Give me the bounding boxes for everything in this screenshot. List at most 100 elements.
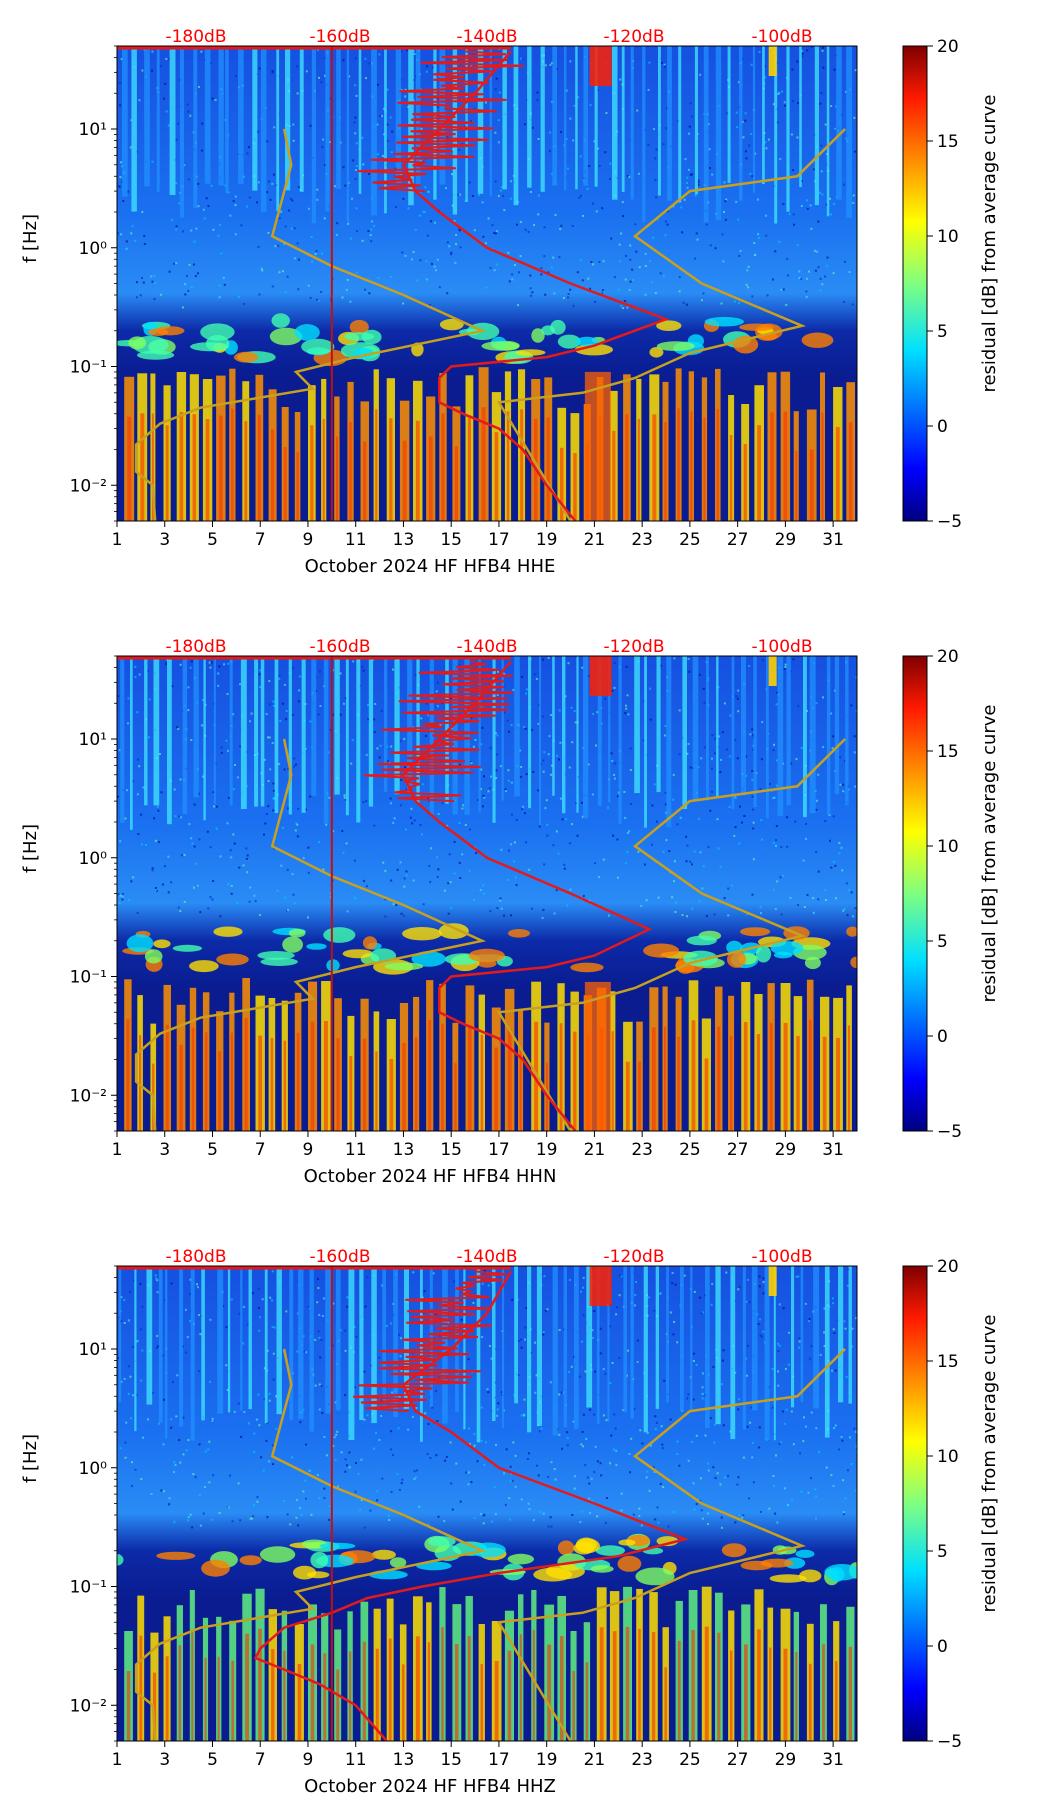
x-tick-label: 17 (488, 1140, 510, 1160)
x-axis-label: October 2024 HF HFB4 HHE (305, 556, 556, 577)
x-tick-label: 9 (303, 530, 314, 550)
y-axis-label: f [Hz] (20, 214, 41, 263)
x-tick-label: 3 (159, 1140, 170, 1160)
x-tick-label: 21 (584, 1140, 606, 1160)
colorbar-tick-label: 10 (937, 1447, 959, 1467)
x-tick-label: 31 (822, 1140, 844, 1160)
noise-model-high-right (496, 738, 846, 1131)
x-tick-label: 19 (536, 1140, 558, 1160)
x-tick-label: 25 (679, 1140, 701, 1160)
db-scale-label: -180dB (165, 637, 226, 657)
x-tick-label: 1 (112, 1750, 123, 1770)
x-tick-label: 13 (393, 530, 415, 550)
x-tick-label: 15 (440, 1750, 462, 1770)
colorbar-tick-label: 0 (937, 417, 948, 437)
colorbar-label: residual [dB] from average curve (979, 94, 1000, 392)
colorbar (902, 1265, 928, 1742)
colorbar-tick-label: 10 (937, 837, 959, 857)
y-tick-label: 10⁻² (70, 1086, 107, 1106)
x-tick-label: 19 (536, 1750, 558, 1770)
y-axis-label: f [Hz] (20, 824, 41, 873)
colorbar-tick-label: 20 (937, 1257, 959, 1277)
x-tick-label: 19 (536, 530, 558, 550)
spectrogram (117, 656, 857, 1131)
noise-model-low (134, 1348, 487, 1741)
spectrogram (117, 1266, 857, 1741)
noise-model-low (134, 128, 487, 521)
x-tick-label: 17 (488, 530, 510, 550)
x-tick-label: 27 (727, 1750, 749, 1770)
db-scale-label: -160dB (309, 637, 370, 657)
x-tick-label: 25 (679, 1750, 701, 1770)
db-scale-label: -120dB (603, 27, 664, 47)
db-scale-label: -100dB (751, 27, 812, 47)
x-tick-label: 27 (727, 530, 749, 550)
noise-model-low (134, 738, 487, 1131)
x-tick-label: 7 (255, 1750, 266, 1770)
x-tick-label: 29 (775, 530, 797, 550)
x-tick-label: 9 (303, 1140, 314, 1160)
db-scale-label: -160dB (309, 27, 370, 47)
y-tick-label: 10⁻¹ (70, 358, 107, 378)
noise-model-high-right (496, 1348, 846, 1741)
y-tick-label: 10¹ (79, 730, 107, 750)
x-tick-label: 7 (255, 1140, 266, 1160)
colorbar-tick-label: 0 (937, 1637, 948, 1657)
x-tick-label: 15 (440, 1140, 462, 1160)
x-tick-label: 1 (112, 1140, 123, 1160)
x-tick-label: 11 (345, 530, 367, 550)
db-scale-label: -120dB (603, 1247, 664, 1267)
x-tick-label: 7 (255, 530, 266, 550)
colorbar-tick-label: 5 (937, 932, 948, 952)
db-scale-label: -100dB (751, 1247, 812, 1267)
x-tick-label: 9 (303, 1750, 314, 1770)
x-tick-label: 21 (584, 1750, 606, 1770)
spectrogram (117, 46, 857, 521)
x-tick-label: 25 (679, 530, 701, 550)
colorbar-tick-label: 15 (937, 1352, 959, 1372)
db-scale-label: -180dB (165, 27, 226, 47)
y-tick-label: 10¹ (79, 120, 107, 140)
y-tick-label: 10⁻² (70, 476, 107, 496)
x-tick-label: 3 (159, 1750, 170, 1770)
colorbar-tick-label: 20 (937, 37, 959, 57)
colorbar-tick-label: 10 (937, 227, 959, 247)
colorbar-tick-label: 15 (937, 132, 959, 152)
colorbar (902, 655, 928, 1132)
x-tick-label: 23 (631, 1750, 653, 1770)
colorbar-tick-label: 20 (937, 647, 959, 667)
x-tick-label: 23 (631, 530, 653, 550)
colorbar-tick-label: 0 (937, 1027, 948, 1047)
mean-psd-curve (402, 50, 670, 521)
x-tick-label: 1 (112, 530, 123, 550)
x-tick-label: 31 (822, 530, 844, 550)
colorbar (902, 45, 928, 522)
db-scale-label: -140dB (456, 1247, 517, 1267)
colorbar-tick-label: 5 (937, 1542, 948, 1562)
x-tick-label: 3 (159, 530, 170, 550)
db-scale-label: -180dB (165, 1247, 226, 1267)
y-tick-label: 10⁻² (70, 1696, 107, 1716)
x-tick-label: 27 (727, 1140, 749, 1160)
mean-psd-jagged (363, 660, 514, 803)
y-tick-label: 10⁻¹ (70, 1578, 107, 1598)
x-tick-label: 17 (488, 1750, 510, 1770)
y-axis-label: f [Hz] (20, 1434, 41, 1483)
y-tick-label: 10¹ (79, 1340, 107, 1360)
x-tick-label: 29 (775, 1750, 797, 1770)
x-tick-label: 23 (631, 1140, 653, 1160)
x-tick-label: 13 (393, 1750, 415, 1770)
y-tick-label: 10⁰ (79, 849, 108, 869)
x-tick-label: 5 (207, 1140, 218, 1160)
colorbar-label: residual [dB] from average curve (979, 1314, 1000, 1612)
x-tick-label: 21 (584, 530, 606, 550)
mean-psd-curve (253, 1270, 690, 1741)
x-tick-label: 15 (440, 530, 462, 550)
y-tick-label: 10⁰ (79, 239, 108, 259)
x-tick-label: 29 (775, 1140, 797, 1160)
y-tick-label: 10⁻¹ (70, 968, 107, 988)
